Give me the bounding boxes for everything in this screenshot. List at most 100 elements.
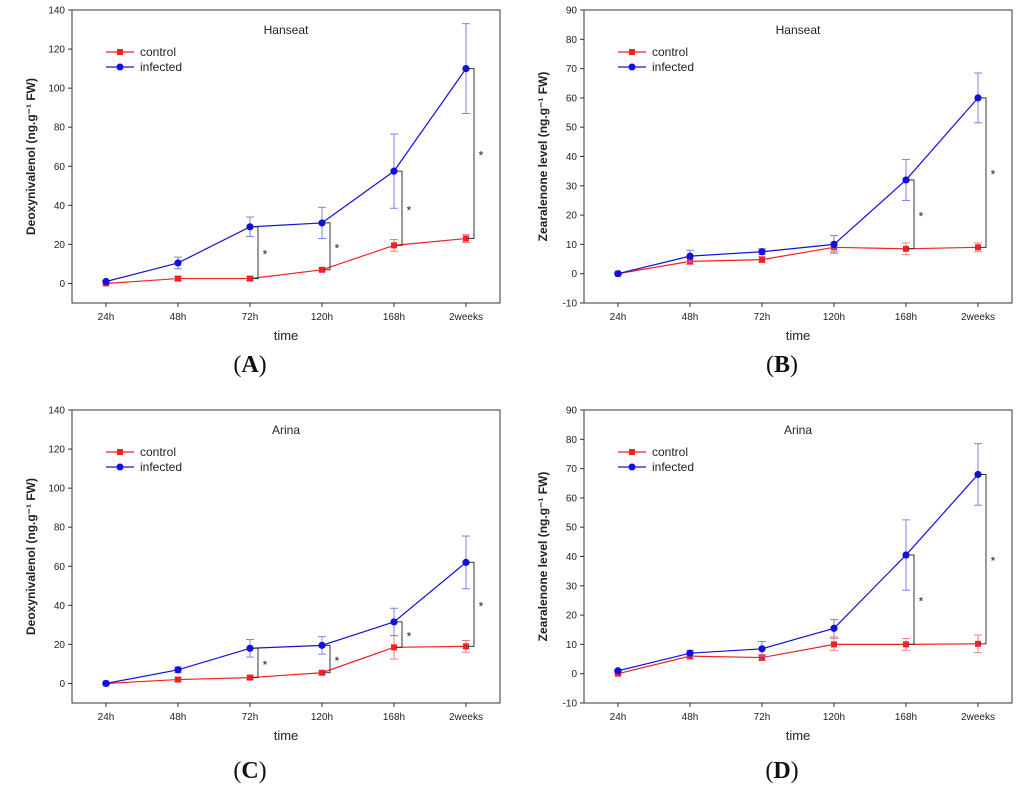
infected-point-3 [830, 624, 838, 632]
x-tick-label-2: 72h [754, 312, 771, 323]
legend-label-control: control [652, 445, 688, 459]
y-tick-label-3: 60 [54, 162, 66, 173]
significance-bracket-2 [252, 647, 259, 679]
y-tick-label-6: 50 [566, 123, 578, 134]
x-tick-label-3: 120h [311, 712, 333, 723]
infected-point-5 [974, 94, 982, 102]
y-axis-label: Zearalenone level (ng.g⁻¹ FW) [536, 472, 550, 642]
infected-point-5 [974, 470, 982, 479]
y-axis-label: Deoxynivalenol (ng.g⁻¹ FW) [24, 478, 38, 635]
infected-point-4 [390, 167, 398, 175]
y-tick-label-8: 70 [566, 464, 578, 475]
y-tick-label-7: 140 [48, 406, 65, 417]
y-tick-label-1: 0 [571, 269, 577, 280]
x-tick-label-4: 168h [895, 312, 917, 323]
significance-bracket-4 [396, 170, 403, 246]
y-axis-label: Deoxynivalenol (ng.g⁻¹ FW) [24, 78, 38, 235]
significance-bracket-5 [468, 68, 475, 240]
panel-label-c: (C) [233, 758, 267, 784]
x-tick-label-1: 48h [682, 712, 699, 723]
legend-marker-infected [116, 63, 124, 71]
control-point-4 [903, 641, 909, 648]
y-tick-label-0: 0 [59, 679, 65, 690]
legend-label-control: control [140, 445, 176, 459]
control-point-1 [175, 275, 181, 282]
x-axis-label: time [786, 728, 811, 743]
significance-star-3: * [335, 241, 340, 255]
chart-panel-d: -10 0 10 20 30 40 50 60 70 80 90 24h 48h 72h 120h 168h 2… [536, 406, 1013, 743]
y-tick-label-1: 0 [571, 669, 577, 680]
plot-frame [71, 9, 501, 304]
x-tick-label-4: 168h [383, 712, 405, 723]
y-tick-label-4: 30 [566, 581, 578, 592]
infected-point-0 [614, 270, 622, 278]
y-tick-label-3: 20 [566, 611, 578, 622]
x-axis-label: time [786, 328, 811, 343]
infected-point-5 [462, 558, 470, 566]
infected-point-0 [102, 277, 110, 286]
plot-frame [583, 9, 1013, 304]
legend-label-infected: infected [140, 60, 182, 74]
significance-star-2: * [263, 248, 268, 262]
y-tick-label-6: 120 [48, 445, 65, 456]
control-series-line [617, 246, 979, 275]
infected-series-line [105, 561, 467, 685]
y-tick-label-2: 40 [54, 201, 66, 212]
panel-label-b: (B) [765, 352, 798, 378]
legend-label-infected: infected [140, 460, 182, 474]
significance-bracket-4 [908, 554, 915, 645]
y-tick-label-1: 20 [54, 240, 66, 251]
significance-bracket-4 [908, 179, 915, 250]
significance-bracket-4 [396, 621, 403, 648]
infected-series-line [105, 68, 467, 283]
infected-point-2 [758, 248, 766, 256]
legend-label-control: control [652, 45, 688, 59]
x-tick-label-2: 72h [754, 712, 771, 723]
infected-point-1 [686, 649, 694, 657]
control-point-2 [759, 256, 765, 263]
y-tick-label-2: 40 [54, 601, 66, 612]
x-tick-label-1: 48h [682, 312, 699, 323]
y-tick-label-5: 40 [566, 152, 578, 163]
control-point-4 [391, 242, 397, 249]
x-tick-label-1: 48h [170, 312, 187, 323]
legend-marker-control [117, 49, 123, 55]
x-tick-label-0: 24h [98, 312, 115, 323]
chart-panel-a: 0 20 40 60 80 100 120 140 24h 48h 72h 120h 168h 2week… [24, 6, 501, 343]
x-tick-label-4: 168h [383, 312, 405, 323]
y-tick-label-2: 10 [566, 640, 578, 651]
chart-title: Hanseat [776, 23, 821, 37]
chart-panel-c: 0 20 40 60 80 100 120 140 24h 48h 72h 120h 168h 2week… [24, 406, 501, 743]
infected-point-4 [902, 551, 910, 559]
infected-point-5 [462, 65, 470, 73]
legend-marker-control [629, 449, 635, 455]
control-point-5 [975, 244, 981, 251]
y-tick-label-5: 40 [566, 552, 578, 563]
panel-label-a: (A) [233, 352, 267, 378]
y-tick-label-6: 120 [48, 45, 65, 56]
y-tick-label-2: 10 [566, 240, 578, 251]
significance-bracket-5 [980, 97, 987, 248]
infected-point-3 [318, 641, 326, 649]
significance-star-2: * [263, 658, 268, 672]
control-series-line [105, 237, 467, 285]
infected-point-1 [174, 666, 182, 674]
infected-point-0 [614, 667, 622, 675]
y-tick-label-4: 80 [54, 523, 66, 534]
chart-title: Hanseat [264, 23, 309, 37]
x-axis-label: time [274, 728, 299, 743]
control-point-1 [175, 676, 181, 683]
control-point-5 [975, 640, 981, 647]
legend-marker-infected [628, 463, 636, 471]
significance-star-4: * [919, 209, 924, 223]
infected-point-2 [246, 223, 254, 231]
x-tick-label-4: 168h [895, 712, 917, 723]
control-point-3 [319, 669, 325, 676]
y-tick-label-10: 90 [566, 6, 578, 17]
x-tick-label-5: 2weeks [961, 712, 995, 723]
x-tick-label-2: 72h [242, 712, 259, 723]
significance-star-4: * [407, 203, 412, 217]
plot-frame [583, 409, 1013, 704]
chart-title: Arina [272, 423, 300, 437]
y-tick-label-6: 50 [566, 523, 578, 534]
